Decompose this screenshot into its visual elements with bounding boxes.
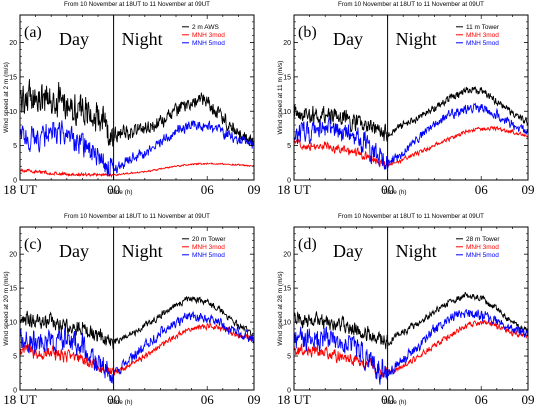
day-label: Day [59, 241, 89, 261]
legend-entry: MNH 3mod [192, 32, 225, 39]
chart-title: From 10 November at 18UT to 11 November … [64, 1, 210, 8]
series-group [294, 291, 528, 385]
x-tick-label: 09 [522, 392, 535, 407]
x-axis-label: Time (h) [109, 189, 133, 196]
chart-panel-4: From 10 November at 18UT to 11 November … [277, 213, 535, 407]
chart-title: From 10 November at 18UT to 11 November … [64, 213, 210, 220]
y-axis-label: Wind speed at 2 m (m/s) [3, 62, 10, 133]
legend-entry: MNH 3mod [466, 244, 499, 251]
y-tick-label: 15 [9, 74, 17, 81]
x-axis-label: Time (h) [383, 399, 407, 406]
x-tick-label: 06 [475, 182, 489, 197]
y-tick-label: 20 [283, 40, 291, 47]
series-line-3 [20, 119, 254, 177]
chart-panel-1: From 10 November at 18UT to 11 November … [3, 1, 261, 197]
x-tick-label: 06 [201, 182, 215, 197]
night-label: Night [396, 241, 437, 261]
legend-entry: MNH 3mod [192, 244, 225, 251]
x-tick-label: 06 [201, 392, 215, 407]
legend-entry: MNH 3mod [466, 32, 499, 39]
panel-label: (a) [24, 24, 42, 41]
y-tick-label: 10 [283, 109, 291, 116]
x-tick-label: 00 [107, 182, 120, 197]
legend-entry: 28 m Tower [466, 236, 500, 243]
y-tick-label: 15 [283, 74, 291, 81]
y-axis-label: Wind speed at 11 m (m/s) [277, 61, 284, 135]
series-line-3 [294, 102, 528, 170]
series-line-2 [294, 125, 528, 169]
x-tick-label: 09 [248, 182, 261, 197]
y-tick-label: 0 [287, 178, 291, 185]
legend-entry: MNH 5mod [192, 40, 225, 47]
y-tick-label: 20 [283, 252, 291, 259]
series-group [294, 86, 528, 170]
series-line-1 [294, 86, 528, 142]
x-tick-label: 00 [381, 182, 394, 197]
night-label: Night [122, 241, 163, 261]
panel-label: (d) [298, 236, 317, 253]
panel-label: (c) [24, 236, 42, 253]
legend-entry: MNH 5mod [466, 40, 499, 47]
legend-entry: 2 m AWS [192, 24, 220, 31]
x-tick-label: 06 [475, 392, 489, 407]
x-tick-label: 18 UT [277, 182, 311, 197]
series-line-2 [20, 162, 254, 178]
series-group [20, 79, 254, 178]
x-tick-label: 00 [381, 392, 394, 407]
chart-title: From 10 November at 18UT to 11 November … [338, 1, 484, 8]
series-line-2 [20, 322, 254, 377]
series-line-1 [20, 79, 254, 147]
x-tick-label: 18 UT [3, 182, 37, 197]
y-tick-label: 5 [13, 354, 17, 361]
x-tick-label: 00 [107, 392, 120, 407]
y-axis-label: Wind speed at 20 m (m/s) [3, 271, 10, 345]
y-tick-label: 5 [287, 143, 291, 150]
day-label: Day [59, 29, 89, 49]
y-tick-label: 0 [13, 178, 17, 185]
x-axis-label: Time (h) [383, 189, 407, 196]
series-group [20, 295, 254, 384]
y-tick-label: 10 [9, 109, 17, 116]
chart-panel-2: From 10 November at 18UT to 11 November … [277, 1, 535, 197]
y-tick-label: 10 [9, 320, 17, 327]
night-label: Night [396, 29, 437, 49]
legend-entry: MNH 5mod [192, 252, 225, 259]
series-line-1 [20, 295, 254, 350]
legend-entry: MNH 5mod [466, 252, 499, 259]
series-line-2 [294, 319, 528, 379]
legend-entry: 20 m Tower [192, 236, 226, 243]
chart-panel-3: From 10 November at 18UT to 11 November … [3, 213, 261, 407]
y-tick-label: 0 [287, 388, 291, 395]
y-axis-label: Wind speed at 28 m (m/s) [277, 271, 284, 345]
night-label: Night [122, 29, 163, 49]
legend-entry: 11 m Tower [466, 24, 500, 31]
y-tick-label: 0 [13, 388, 17, 395]
x-axis-label: Time (h) [109, 399, 133, 406]
y-tick-label: 10 [283, 320, 291, 327]
panel-label: (b) [298, 24, 317, 41]
day-label: Day [333, 29, 363, 49]
x-tick-label: 09 [522, 182, 535, 197]
x-tick-label: 09 [248, 392, 261, 407]
y-tick-label: 5 [287, 354, 291, 361]
y-tick-label: 5 [13, 143, 17, 150]
x-tick-label: 18 UT [3, 392, 37, 407]
day-label: Day [333, 241, 363, 261]
series-line-3 [20, 311, 254, 384]
y-tick-label: 20 [9, 252, 17, 259]
x-tick-label: 18 UT [277, 392, 311, 407]
chart-title: From 10 November at 18UT to 11 November … [338, 213, 484, 220]
series-line-3 [294, 309, 528, 385]
series-line-1 [294, 291, 528, 350]
y-tick-label: 15 [283, 286, 291, 293]
y-tick-label: 20 [9, 40, 17, 47]
y-tick-label: 15 [9, 286, 17, 293]
